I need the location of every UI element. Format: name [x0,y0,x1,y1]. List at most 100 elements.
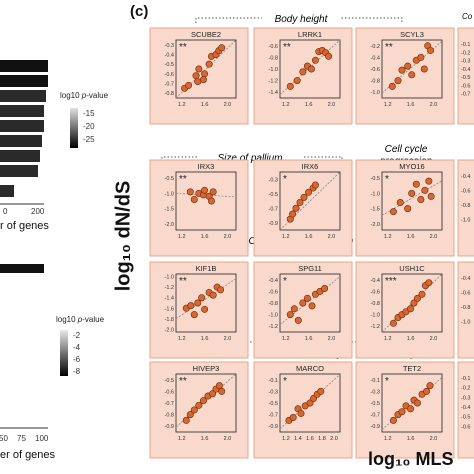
y-tick-label: -0.7 [269,413,278,419]
plot-frame [279,373,341,433]
significance-stars: * [385,376,389,387]
gene-count-bar [0,90,46,102]
y-tick-label: -1.0 [371,313,380,319]
data-point [413,399,421,407]
y-tick-label: -0.8 [371,301,380,307]
plot-frame [381,373,443,433]
gene-count-bar [0,185,14,197]
x-tick-label: 1.6 [407,234,415,240]
scatter-cell-irx3: IRX3 -0.5 -1.0 -1.5 -2.0 1.2 1.6 2.0 ** [149,159,249,257]
bottom-pvalue-legend: log10 p-value -2 -4 -6 -8 [56,315,105,376]
x-tick-label: 1.6 [407,336,415,342]
y-tick-label: -1.0 [371,90,380,96]
y-tick-label: -0.7 [165,82,174,88]
data-point [201,70,209,78]
x-tick-label: 1.6 [305,336,313,342]
y-tick-label: -0.3 [269,177,278,183]
cell-background [149,159,249,257]
x-tick-label: 1.4 [294,436,302,442]
data-point [306,399,314,407]
data-point [297,409,305,417]
regression-line [381,377,443,430]
data-point [325,52,333,60]
data-point [398,66,406,74]
data-point [389,208,397,216]
data-point [192,72,200,80]
y-tick-label: -1.0 [165,191,174,197]
data-point [408,71,416,79]
y-tick-label: -0.4 [461,276,470,282]
scatter-cell-marco: MARCO -0.1 -0.3 -0.5 -0.7 -0.9 1.2 1.4 1.6 1.8 2.0… [253,361,353,459]
x-tick-label: 1.6 [201,234,209,240]
x-tick-label: 1.2 [282,436,290,442]
y-tick-label: -1.2 [165,285,174,291]
data-point [420,65,428,73]
x-tick-label: 1.2 [282,234,290,240]
data-point [194,299,202,307]
data-point [286,82,294,90]
gene-count-bar [0,75,48,87]
cell-background [355,27,455,125]
left-partial-panels: 0 200 r of genes log10 p-value -15 -20 -25 50… [0,60,109,461]
y-tick-label: -0.6 [461,291,470,297]
significance-stars: * [283,376,287,387]
bottom-x-tick: 75 [17,434,26,443]
data-point [205,60,213,68]
x-tick-label: 2.0 [430,234,438,240]
y-tick-label: -0.6 [165,72,174,78]
y-tick-label: -0.3 [165,43,174,49]
gene-title: SCUBE2 [191,30,221,39]
y-tick-label: -0.8 [461,305,470,311]
data-point [296,198,304,206]
y-tick-label: -0.6 [165,389,174,395]
x-axis-label: log₁₀ MLS [368,449,454,469]
data-point [199,397,207,405]
y-tick-label: -0.5 [371,401,380,407]
regression-line [279,374,341,430]
regression-line [279,276,341,325]
plot-frame [381,39,443,99]
data-point [190,311,198,319]
bottom-x-tick: 50 [0,434,8,443]
data-point [187,302,195,310]
y-tick-label: -0.3 [269,389,278,395]
scatter-cell-ush1c: USH1C -0.4 -0.6 -0.8 -1.0 -1.2 1.2 1.6 2.0 *** [355,261,455,359]
y-tick-label: -0.3 [461,59,470,65]
data-point [209,390,217,398]
x-tick-label: 1.6 [201,336,209,342]
cell-background [253,261,353,359]
data-point [290,305,298,313]
data-point [394,77,402,85]
y-tick-label: -1.0 [461,320,470,326]
data-point [185,81,193,89]
data-point [427,46,435,54]
x-tick-label: 1.2 [178,436,186,442]
data-point [293,77,301,85]
data-point [303,294,311,302]
y-tick-label: -0.4 [461,174,470,180]
data-point [217,286,225,294]
scatter-cell-lrrk1: LRRK1 -0.6 -0.8 -1.0 -1.2 -1.4 1.2 1.6 2.0 ** [253,27,353,125]
data-point [198,294,206,302]
plot-frame [175,171,237,231]
plot-frame [279,273,341,333]
data-point [299,68,307,76]
gene-count-bar [0,150,40,162]
data-point [218,387,226,395]
scatter-cell-tet2: TET2 -0.1 -0.3 -0.5 -0.7 -0.9 1.2 1.6 2.0 * [355,361,455,459]
data-point [194,78,202,86]
y-tick-label: -1.2 [371,324,380,330]
y-tick-label: -0.8 [165,413,174,419]
significance-stars: ** [179,376,187,387]
data-point [311,181,319,189]
gene-count-bar [0,264,44,273]
y-tick-label: -1.2 [269,324,278,330]
y-tick-label: -0.5 [269,192,278,198]
data-point [300,193,308,201]
y-tick-label: -0.4 [165,53,174,59]
gene-title: USH1C [399,264,425,273]
gene-title: TET2 [403,364,421,373]
bottom-legend-title: log10 p-value [56,315,105,324]
bottom-legend-tick: -4 [73,343,81,352]
x-tick-label: 2.0 [224,436,232,442]
